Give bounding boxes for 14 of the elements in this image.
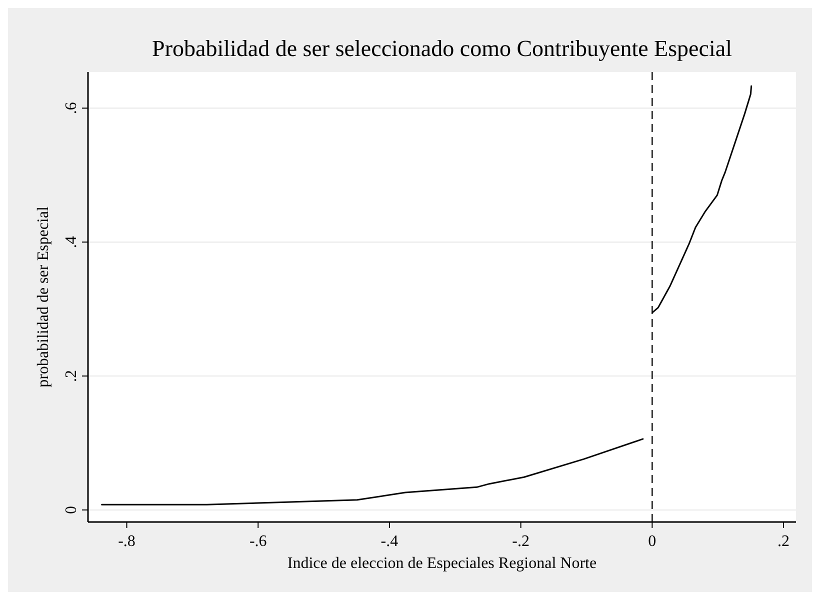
x-tick-label: .2	[778, 533, 790, 550]
x-axis-title: Indice de eleccion de Especiales Regional Norte	[287, 555, 597, 572]
chart-title: Probabilidad de ser seleccionado como Contribuyente Especial	[152, 36, 732, 61]
y-tick-label: .2	[63, 370, 80, 382]
y-tick-label: .4	[63, 236, 80, 248]
y-axis-title: probabilidad de ser Especial	[35, 206, 52, 388]
x-tick-label: -.4	[380, 533, 398, 550]
y-tick-label: 0	[63, 506, 80, 514]
x-tick-label: -.6	[249, 533, 267, 550]
line-series	[101, 438, 644, 506]
x-tick-label: -.8	[118, 533, 136, 550]
y-tick-label: .6	[63, 102, 80, 114]
x-tick-label: 0	[648, 533, 656, 550]
x-tick-label: -.2	[512, 533, 530, 550]
